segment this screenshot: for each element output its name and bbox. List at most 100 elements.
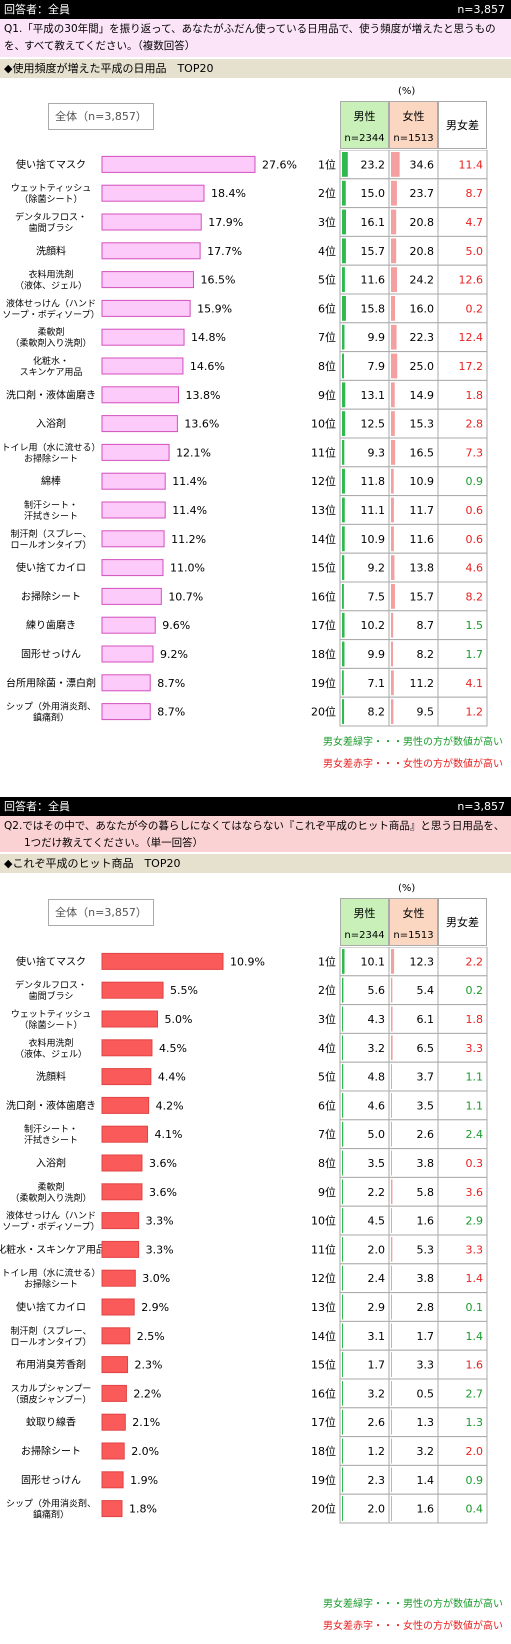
male-bar bbox=[342, 440, 345, 465]
female-bar bbox=[391, 1467, 392, 1493]
female-bar bbox=[391, 1179, 393, 1205]
data-bar bbox=[101, 1413, 126, 1431]
value-label: 12.1% bbox=[176, 446, 211, 459]
male-value: 13.1 bbox=[361, 389, 386, 402]
table-cell bbox=[339, 1436, 390, 1466]
data-bar bbox=[101, 1068, 152, 1086]
q1-section: 回答者：全員 n=3,857 Q1.「平成の30年間」を振り返って、あなたがふだ… bbox=[0, 0, 511, 790]
rank-label: 19位 bbox=[311, 676, 336, 690]
female-value: 6.5 bbox=[417, 1042, 435, 1055]
male-value: 15.0 bbox=[361, 187, 386, 200]
rank-label: 20位 bbox=[311, 1502, 336, 1516]
diff-value: 4.6 bbox=[466, 562, 484, 575]
male-bar bbox=[342, 1352, 343, 1377]
category-label: 綿棒 bbox=[41, 475, 61, 488]
male-bar bbox=[342, 949, 345, 974]
value-label: 4.5% bbox=[159, 1042, 187, 1055]
category-label: 柔軟剤 bbox=[37, 1181, 64, 1193]
male-bar bbox=[342, 555, 345, 580]
value-label: 27.6% bbox=[262, 158, 297, 171]
rank-label: 17位 bbox=[311, 1415, 336, 1429]
q2-question-line2: 1つだけ教えてください。（単一回答） bbox=[24, 837, 204, 849]
category-label: 固形せっけん bbox=[21, 649, 81, 661]
male-value: 12.5 bbox=[361, 418, 386, 431]
data-bar bbox=[101, 1240, 140, 1258]
category-label: 使い捨てマスク bbox=[16, 158, 86, 171]
data-bar bbox=[101, 1500, 123, 1518]
data-bar bbox=[101, 386, 179, 404]
rank-label: 5位 bbox=[318, 1070, 336, 1084]
male-bar bbox=[342, 180, 346, 206]
value-label: 10.7% bbox=[168, 590, 203, 603]
category-label: 洗顔料 bbox=[36, 1070, 66, 1083]
rank-label: 11位 bbox=[311, 1242, 336, 1256]
value-label: 15.9% bbox=[197, 302, 232, 315]
male-value: 3.2 bbox=[368, 1387, 386, 1400]
male-value: 2.4 bbox=[368, 1272, 386, 1285]
q2-respondent-bar: 回答者：全員 n=3,857 bbox=[0, 797, 511, 816]
female-value: 3.7 bbox=[417, 1071, 435, 1084]
female-bar bbox=[391, 1409, 392, 1435]
male-value: 16.1 bbox=[361, 216, 386, 229]
table-cell bbox=[339, 178, 390, 209]
rank-label: 7位 bbox=[318, 1127, 336, 1141]
male-value: 2.0 bbox=[368, 1503, 386, 1516]
rank-label: 13位 bbox=[311, 1300, 336, 1314]
value-label: 11.2% bbox=[171, 533, 206, 546]
value-label: 2.9% bbox=[141, 1301, 169, 1314]
table-cell bbox=[437, 1061, 488, 1092]
table-cell bbox=[339, 552, 390, 583]
female-value: 3.8 bbox=[417, 1272, 435, 1285]
female-bar bbox=[391, 382, 395, 408]
category-label: 歯間ブラシ bbox=[29, 990, 74, 1002]
male-bar bbox=[342, 209, 347, 235]
male-value: 7.9 bbox=[368, 360, 386, 373]
category-label: 液体せっけん（ハンド bbox=[6, 297, 96, 309]
diff-value: 11.4 bbox=[459, 158, 484, 171]
table-cell bbox=[339, 1292, 390, 1322]
q2-section: 回答者：全員 n=3,857 Q2.ではその中で、あなたが今の暮らしになくてはな… bbox=[0, 797, 511, 1644]
diff-value: 2.2 bbox=[466, 955, 484, 968]
rank-label: 10位 bbox=[311, 1214, 336, 1228]
female-value: 3.2 bbox=[417, 1445, 435, 1458]
value-label: 11.4% bbox=[172, 504, 207, 517]
q1-subtitle-bar: ◆使用頻度が増えた平成の日用品 TOP20 bbox=[0, 59, 511, 78]
table-cell bbox=[437, 1004, 488, 1034]
male-value: 3.5 bbox=[368, 1157, 386, 1170]
q2-total-label: 全体（n=3,857） bbox=[48, 899, 154, 926]
male-bar bbox=[342, 1150, 343, 1176]
category-label: 使い捨てカイロ bbox=[16, 1301, 86, 1314]
female-value: 1.4 bbox=[417, 1474, 435, 1487]
category-label: 制汗剤（スプレー、 bbox=[11, 528, 92, 540]
diff-value: 1.4 bbox=[466, 1272, 484, 1285]
data-bar bbox=[101, 645, 154, 663]
category-label: （柔軟剤入り洗剤） bbox=[10, 337, 91, 349]
category-label: 洗口剤・液体歯磨き bbox=[6, 388, 96, 401]
table-cell bbox=[339, 495, 390, 525]
diff-value: 3.6 bbox=[466, 1186, 484, 1199]
diff-value: 7.3 bbox=[466, 446, 484, 459]
table-cell bbox=[388, 293, 439, 324]
male-value: 10.1 bbox=[361, 955, 386, 968]
female-value: 15.7 bbox=[410, 590, 435, 603]
table-cell bbox=[437, 1407, 488, 1438]
table-cell bbox=[437, 1493, 488, 1524]
value-label: 2.3% bbox=[135, 1359, 163, 1372]
table-cell bbox=[388, 1378, 439, 1409]
q1-question-line1: Q1.「平成の30年間」を振り返って、あなたがふだん使っている日用品で、使う頻度… bbox=[4, 23, 496, 52]
female-bar bbox=[391, 670, 394, 696]
category-label: デンタルフロス・ bbox=[15, 979, 87, 991]
table-cell bbox=[437, 235, 488, 266]
table-cell bbox=[388, 1061, 439, 1092]
q1-respondent: 回答者：全員 bbox=[4, 3, 70, 16]
male-bar bbox=[342, 1265, 343, 1291]
category-label: （除菌シート） bbox=[19, 1019, 82, 1031]
q2-diff-header: 男女差 bbox=[438, 898, 487, 946]
male-bar bbox=[342, 1237, 343, 1262]
category-label: （除菌シート） bbox=[19, 193, 82, 205]
rank-label: 3位 bbox=[318, 1012, 336, 1026]
male-value: 15.7 bbox=[361, 245, 386, 258]
table-cell bbox=[388, 975, 439, 1006]
male-value: 10.2 bbox=[361, 619, 386, 632]
category-label: 布用消臭芳香剤 bbox=[16, 1358, 86, 1371]
